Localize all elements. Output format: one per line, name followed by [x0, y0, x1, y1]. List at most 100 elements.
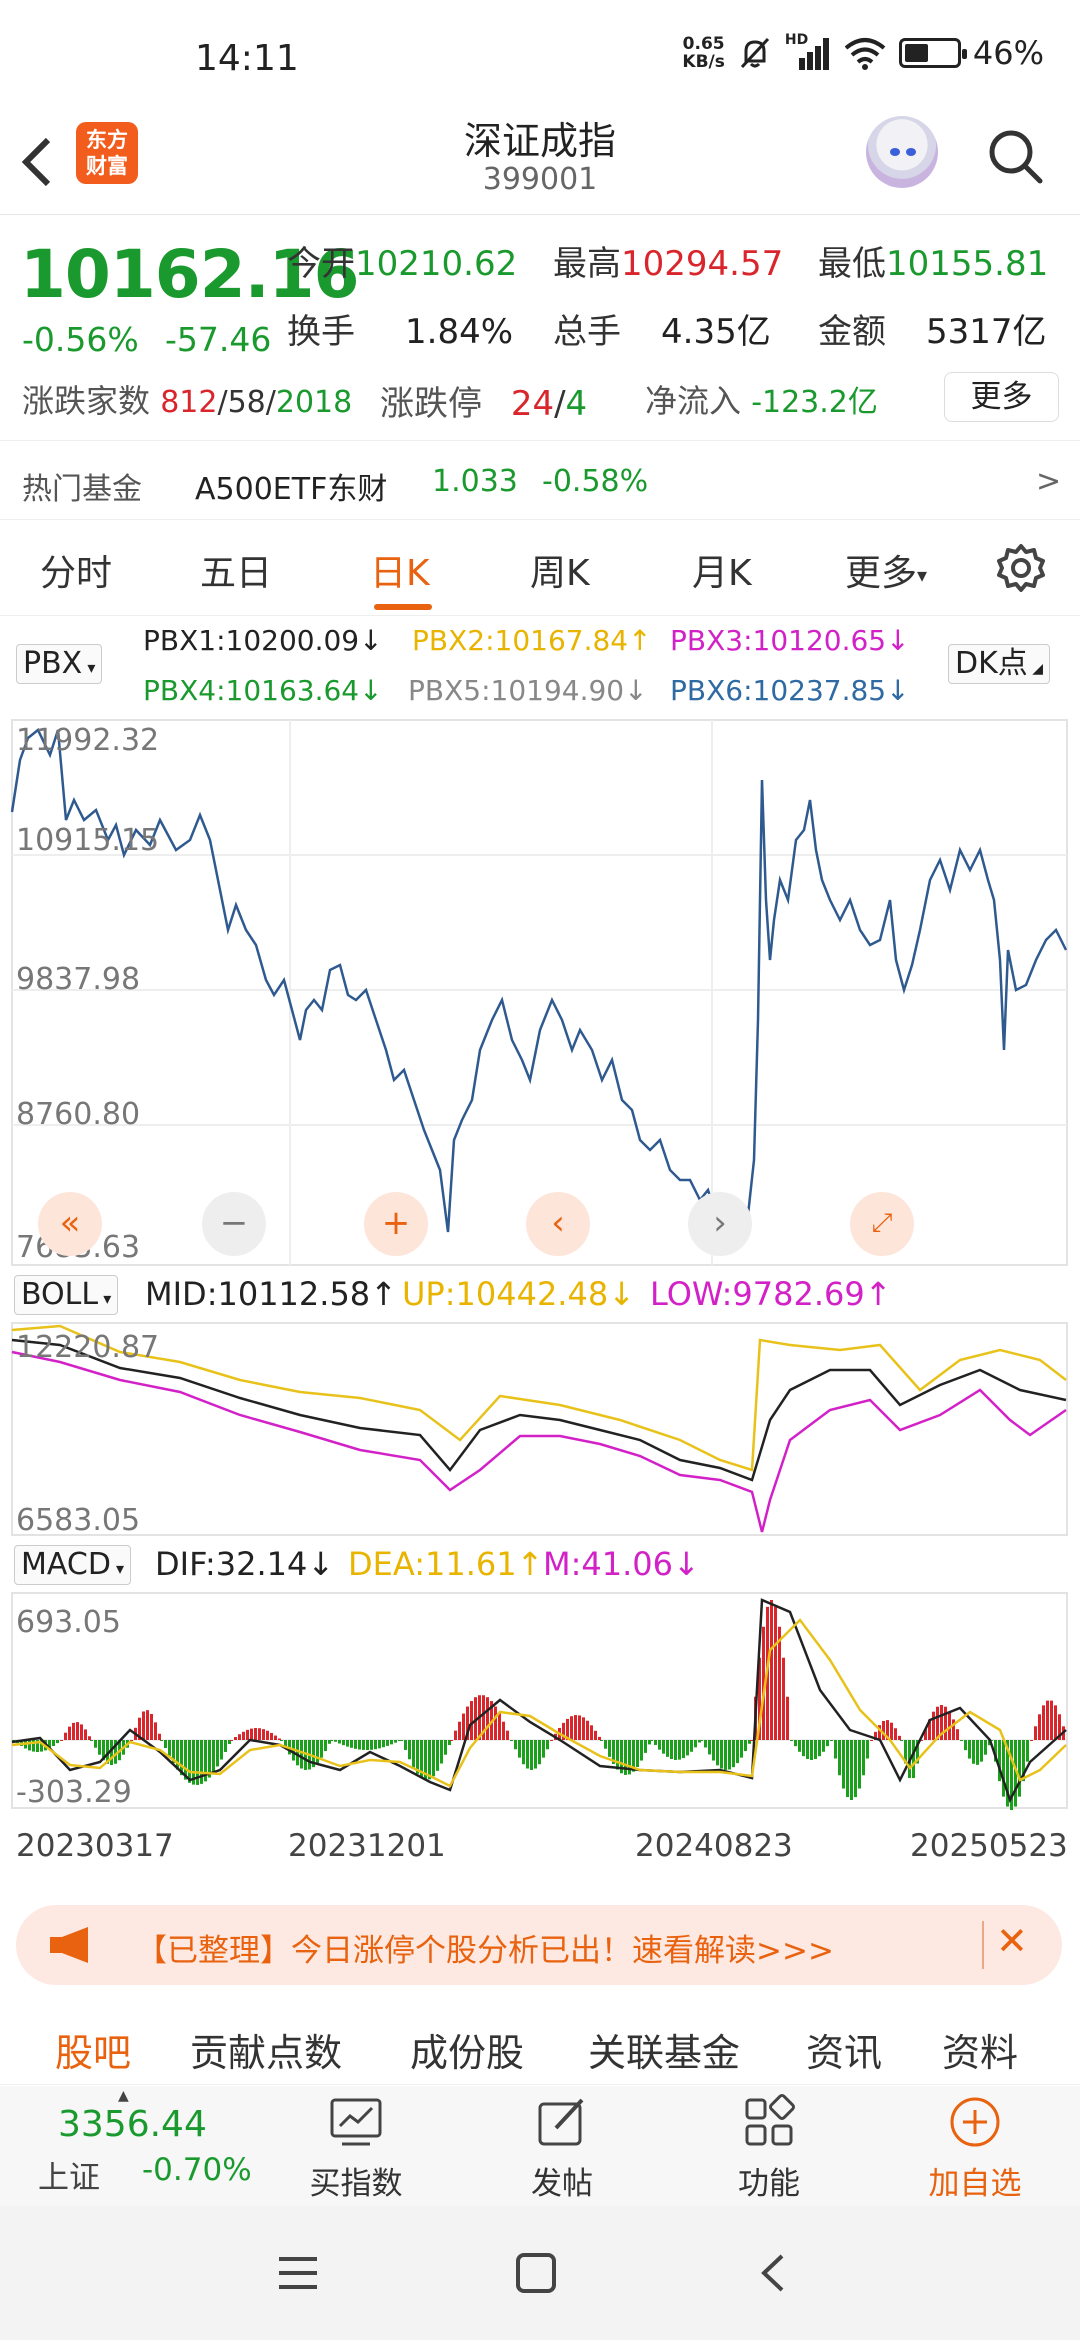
macd-bar — [106, 1740, 109, 1764]
close-icon[interactable]: ✕ — [996, 1919, 1028, 1963]
menu-icon[interactable] — [277, 2254, 319, 2292]
macd-bar — [114, 1740, 117, 1764]
macd-bar — [1006, 1740, 1009, 1807]
tab-contribution[interactable]: 贡献点数 — [190, 2031, 343, 2075]
macd-bar — [798, 1740, 801, 1752]
tab-intraday[interactable]: 分时 — [40, 553, 113, 594]
axis-label-3: 9837.98 — [16, 962, 141, 997]
macd-bar — [578, 1715, 581, 1740]
tab-weekly-k[interactable]: 周K — [530, 553, 590, 594]
dk-point-button[interactable]: DK点 ◢ — [948, 644, 1050, 684]
tab-more[interactable]: 更多▾ — [845, 553, 928, 594]
macd-bar — [604, 1740, 607, 1749]
more-stats-button[interactable]: 更多 — [944, 372, 1059, 422]
eastmoney-logo[interactable]: 东方 财富 — [76, 122, 138, 184]
gear-icon[interactable] — [995, 542, 1047, 594]
tab-constituents[interactable]: 成份股 — [410, 2031, 525, 2075]
scroll-right-button[interactable]: › — [688, 1192, 752, 1256]
macd-bar — [928, 1719, 931, 1740]
hot-fund-bar[interactable]: 热门基金 A500ETF东财 1.033 -0.58% > — [0, 442, 1080, 520]
macd-bar — [80, 1724, 83, 1740]
macd-bar — [94, 1740, 97, 1748]
macd-bar — [48, 1740, 51, 1749]
macd-bar — [530, 1740, 533, 1770]
macd-indicator-select[interactable]: MACD ▾ — [14, 1545, 132, 1585]
macd-bar — [984, 1740, 987, 1755]
macd-bar — [208, 1740, 211, 1778]
macd-bar — [890, 1722, 893, 1740]
macd-bar — [230, 1740, 233, 1741]
tab-news[interactable]: 资讯 — [806, 2031, 883, 2075]
tab-daily-k[interactable]: 日K — [370, 553, 430, 594]
axis-label-2: 10915.15 — [16, 823, 160, 858]
home-icon[interactable] — [515, 2252, 557, 2294]
zoom-in-button[interactable]: + — [364, 1192, 428, 1256]
macd-bar — [802, 1740, 805, 1757]
main-indicator-select[interactable]: PBX ▾ — [16, 644, 103, 684]
functions-button[interactable]: 功能 — [704, 2094, 834, 2203]
boll-indicator-select[interactable]: BOLL ▾ — [14, 1275, 119, 1315]
macd-bar — [300, 1740, 303, 1769]
macd-bar — [830, 1740, 833, 1741]
tab-related-funds[interactable]: 关联基金 — [588, 2031, 741, 2075]
back-button[interactable] — [18, 120, 78, 200]
legend-pbx2: PBX2:10167.84↑ — [412, 624, 652, 657]
macd-bar — [732, 1740, 735, 1768]
kline-chart[interactable] — [0, 0, 1080, 1860]
macd-bar — [662, 1740, 665, 1754]
macd-bar — [224, 1740, 227, 1752]
macd-bar — [944, 1706, 947, 1740]
macd-bar — [188, 1740, 191, 1783]
macd-bar — [458, 1721, 461, 1740]
volume-stat: 总手 4.35亿 — [553, 312, 771, 352]
macd-bar — [912, 1740, 915, 1779]
macd-bar — [358, 1740, 361, 1750]
macd-bar — [598, 1736, 601, 1740]
macd-bar — [878, 1725, 881, 1740]
macd-bar — [420, 1740, 423, 1779]
macd-bar — [32, 1740, 35, 1752]
macd-bar — [494, 1706, 497, 1740]
macd-bar — [566, 1718, 569, 1740]
macd-bar — [514, 1740, 517, 1750]
macd-bar — [704, 1740, 707, 1748]
grid-icon — [745, 2094, 795, 2146]
scroll-left-button[interactable]: ‹ — [526, 1192, 590, 1256]
macd-dif-line — [11, 1598, 1067, 1804]
add-watchlist-button[interactable]: 加自选 — [910, 2094, 1040, 2203]
zoom-out-button[interactable]: − — [202, 1192, 266, 1256]
macd-bar — [28, 1740, 31, 1751]
chart-icon — [330, 2098, 382, 2146]
macd-bar — [68, 1726, 71, 1740]
tab-monthly-k[interactable]: 月K — [692, 553, 752, 594]
fullscreen-button[interactable]: ⤢ — [850, 1192, 914, 1256]
macd-bar — [180, 1740, 183, 1776]
macd-bar — [354, 1740, 357, 1749]
macd-bar — [786, 1696, 789, 1740]
robot-assistant-icon[interactable] — [866, 116, 938, 188]
index-ticker[interactable]: ▲ 3356.44 上证 -0.70% — [30, 2086, 260, 2206]
search-icon[interactable] — [985, 126, 1045, 186]
buy-index-button[interactable]: 买指数 — [291, 2094, 421, 2203]
macd-bar — [900, 1740, 903, 1741]
tab-forum[interactable]: 股吧 — [55, 2031, 132, 2075]
tab-five-day[interactable]: 五日 — [200, 553, 273, 594]
macd-bar — [806, 1740, 809, 1760]
tab-profile[interactable]: 资料 — [942, 2031, 1019, 2075]
hot-fund-change: -0.58% — [542, 464, 649, 499]
macd-bar — [102, 1740, 105, 1761]
macd-bar — [674, 1740, 677, 1760]
macd-bar — [258, 1728, 261, 1740]
scroll-left-far-button[interactable]: « — [38, 1192, 102, 1256]
macd-bar — [466, 1706, 469, 1740]
macd-bar — [782, 1657, 785, 1740]
macd-bar — [1038, 1714, 1041, 1740]
turnover-stat: 换手 1.84% — [287, 312, 514, 352]
date-label-2: 20231201 — [288, 1828, 446, 1864]
announcement-banner[interactable]: 【已整理】今日涨停个股分析已出！速看解读>>> ✕ — [16, 1905, 1062, 1985]
back-nav-icon[interactable] — [758, 2252, 788, 2294]
post-button[interactable]: 发帖 — [497, 2094, 627, 2203]
active-tab-indicator — [374, 604, 432, 610]
macd-bar — [270, 1732, 273, 1740]
macd-bar — [200, 1740, 203, 1784]
